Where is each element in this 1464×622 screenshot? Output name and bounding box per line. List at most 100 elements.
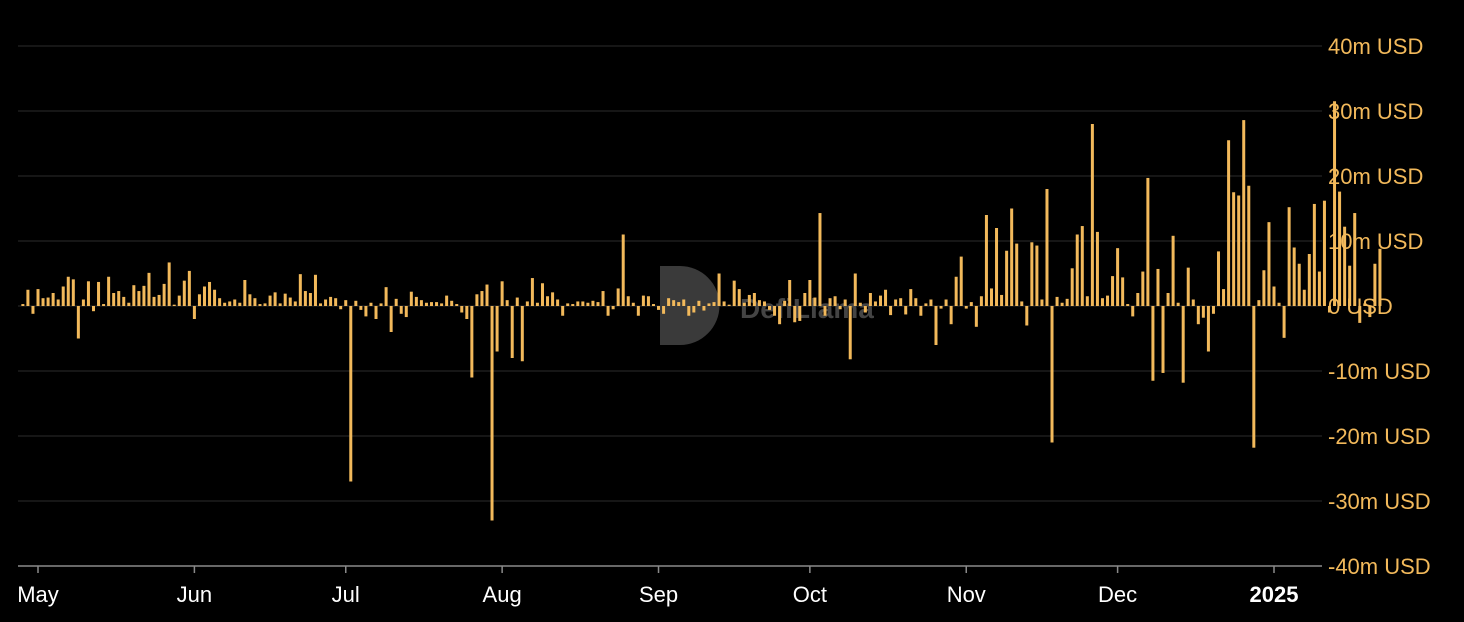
bar: [1247, 185, 1251, 306]
bar: [1166, 293, 1170, 306]
bar: [616, 288, 620, 306]
bar: [233, 299, 237, 306]
bar: [1141, 271, 1145, 306]
bar: [359, 306, 363, 310]
x-tick-label: Sep: [639, 582, 678, 607]
y-tick-label: 0 USD: [1328, 294, 1393, 319]
bar: [1282, 306, 1286, 338]
bar: [611, 306, 615, 310]
bar: [1040, 299, 1044, 306]
bar: [112, 293, 116, 306]
bar: [586, 302, 590, 306]
bar: [979, 296, 983, 306]
y-tick-label: -20m USD: [1328, 424, 1431, 449]
bar: [1116, 248, 1120, 306]
bar: [904, 306, 908, 315]
bar: [818, 213, 822, 306]
bar: [762, 301, 766, 306]
x-axis: [18, 565, 1322, 573]
bar: [576, 301, 580, 306]
bar: [1252, 306, 1256, 448]
bar: [621, 234, 625, 306]
bar: [1317, 271, 1321, 306]
x-tick-label: Dec: [1098, 582, 1137, 607]
bar: [424, 302, 428, 306]
bar: [263, 303, 267, 306]
bar: [788, 280, 792, 306]
bar: [1080, 226, 1084, 306]
bar: [1151, 306, 1155, 381]
bar: [213, 289, 217, 306]
bar: [97, 281, 101, 306]
bar: [162, 283, 166, 306]
bar: [81, 299, 85, 306]
bar: [1348, 265, 1352, 306]
bar: [838, 306, 842, 310]
bar: [1020, 301, 1024, 306]
bar: [394, 298, 398, 306]
bar: [1085, 296, 1089, 306]
bar: [369, 302, 373, 306]
bar: [727, 304, 731, 306]
bar: [833, 296, 837, 306]
bar: [455, 304, 459, 306]
bar: [117, 291, 121, 306]
defillama-watermark: DefiLlama: [660, 266, 874, 345]
bar: [556, 299, 560, 306]
bar: [253, 298, 257, 306]
bar: [1322, 200, 1326, 306]
bar: [1000, 294, 1004, 306]
bar: [1171, 235, 1175, 306]
bar: [51, 293, 55, 306]
bar: [248, 294, 252, 306]
bar: [102, 304, 106, 306]
bar: [909, 289, 913, 306]
x-tick-label: May: [17, 582, 59, 607]
x-axis-ticks: May Jun Jul Aug Sep Oct Nov Dec 2025: [17, 582, 1298, 607]
bar: [1333, 101, 1337, 306]
bar: [1242, 120, 1246, 306]
y-tick-label: 30m USD: [1328, 99, 1423, 124]
bar: [884, 289, 888, 306]
bar: [924, 303, 928, 306]
bar: [1126, 304, 1130, 306]
bar: [490, 306, 494, 521]
bar: [535, 302, 539, 306]
bar: [374, 306, 378, 319]
bar: [1106, 295, 1110, 306]
bar: [646, 296, 650, 306]
bar: [273, 292, 277, 306]
bar: [435, 302, 439, 306]
bar: [959, 256, 963, 306]
bar: [798, 306, 802, 321]
bar: [1111, 276, 1115, 306]
bar: [404, 306, 408, 318]
bar: [192, 306, 196, 319]
bar: [692, 306, 696, 313]
bar: [747, 294, 751, 306]
bar: [445, 295, 449, 306]
bar: [223, 302, 227, 306]
bar: [1146, 177, 1150, 306]
bar: [641, 295, 645, 306]
bar: [697, 300, 701, 306]
bar: [662, 306, 666, 314]
bar: [1343, 226, 1347, 306]
bar: [202, 286, 206, 306]
bar: [470, 306, 474, 378]
bar: [56, 299, 60, 306]
bar: [717, 273, 721, 306]
bar: [419, 300, 423, 306]
bar: [324, 299, 328, 306]
bar: [672, 300, 676, 306]
bar: [1176, 302, 1180, 306]
bar: [1136, 293, 1140, 306]
bar: [495, 306, 499, 352]
bar: [732, 280, 736, 306]
bar: [889, 306, 893, 316]
bar: [742, 302, 746, 306]
bar: [1338, 191, 1342, 306]
bar: [1015, 243, 1019, 306]
bar: [1100, 298, 1104, 306]
bar: [364, 306, 368, 317]
